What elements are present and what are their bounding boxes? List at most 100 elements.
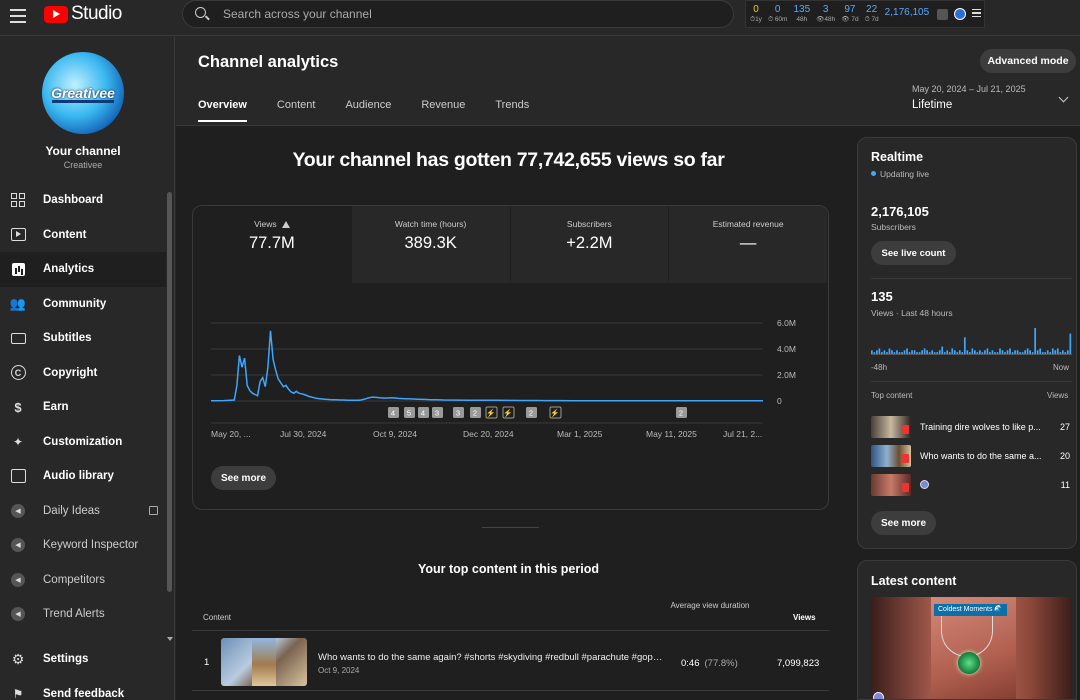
sidebar-item-competitors[interactable]: ◀ Competitors [0,563,166,598]
realtime-bar[interactable] [1009,348,1011,354]
menu-lines-icon[interactable] [972,8,982,20]
sidebar-item-content[interactable]: Content [0,218,166,253]
realtime-bar[interactable] [1059,352,1062,354]
realtime-bar[interactable] [886,352,888,354]
realtime-bar[interactable] [943,352,946,354]
video-publish-marker[interactable]: 4 [388,407,399,418]
realtime-bar[interactable] [921,350,923,354]
metric-tab-estimated-revenue[interactable]: Estimated revenue — [669,206,828,283]
realtime-bar[interactable] [981,352,984,354]
realtime-bar[interactable] [896,350,898,354]
realtime-bar[interactable] [898,352,901,354]
realtime-bar[interactable] [1036,350,1039,354]
video-publish-marker[interactable]: ⚡ [485,406,498,419]
metric-tab-views[interactable]: Views 77.7M [193,206,352,283]
sidebar-item-analytics[interactable]: Analytics [0,252,166,287]
realtime-bar[interactable] [1011,352,1014,354]
date-range-picker[interactable]: May 20, 2024 – Jul 21, 2025 Lifetime [912,84,1026,111]
realtime-bar[interactable] [1046,350,1049,354]
realtime-bar[interactable] [989,352,991,354]
realtime-bar[interactable] [953,350,956,354]
realtime-bar[interactable] [873,352,876,354]
realtime-bar[interactable] [936,352,939,354]
chart-icon[interactable] [937,8,949,20]
video-thumbnail[interactable] [871,445,911,467]
video-publish-marker[interactable]: 2 [676,407,687,418]
sidebar-item-earn[interactable]: $ Earn [0,390,166,425]
sidebar-item-send-feedback[interactable]: ⚑ Send feedback [0,677,166,700]
realtime-bar[interactable] [974,350,976,354]
studio-logo[interactable]: Studio [44,3,122,25]
realtime-bar[interactable] [996,352,999,354]
realtime-bar[interactable] [1016,350,1019,354]
video-publish-marker[interactable]: 2 [470,407,481,418]
video-publish-marker[interactable]: 4 [418,407,429,418]
tab-overview[interactable]: Overview [198,99,247,122]
sidebar-item-daily-ideas[interactable]: ◀ Daily Ideas [0,494,166,529]
sidebar-item-copyright[interactable]: C Copyright [0,356,166,391]
top-item-title[interactable]: Training dire wolves to like p... [920,422,1041,432]
video-publish-marker[interactable]: ⚡ [502,406,515,419]
video-title[interactable]: Who wants to do the same again? #shorts … [318,652,663,663]
latest-video-thumbnail[interactable]: Coldest Moments 🌊 [871,597,1072,699]
realtime-bar[interactable] [926,350,928,354]
see-more-button[interactable]: See more [211,466,276,490]
realtime-bar[interactable] [1044,352,1047,354]
realtime-bar[interactable] [999,348,1001,354]
top-item-title[interactable] [920,480,1044,490]
realtime-bar[interactable] [991,350,994,354]
realtime-bar[interactable] [1049,352,1052,354]
realtime-bar[interactable] [1024,350,1026,354]
realtime-bar[interactable] [941,346,944,354]
realtime-bar[interactable] [961,352,964,354]
list-item[interactable]: 11 [871,474,1072,496]
realtime-bar[interactable] [1069,333,1072,354]
realtime-bar[interactable] [911,350,913,354]
realtime-bar[interactable] [1004,352,1006,354]
channel-avatar[interactable]: Greativee [42,52,124,134]
realtime-bar[interactable] [1031,352,1034,354]
video-publish-marker[interactable]: 3 [432,407,443,418]
video-publish-marker[interactable]: 5 [404,407,415,418]
tab-revenue[interactable]: Revenue [421,99,466,111]
realtime-bar[interactable] [1056,348,1059,354]
extension-badge-icon[interactable] [954,8,967,20]
realtime-see-more-button[interactable]: See more [871,511,936,535]
sidebar-item-customization[interactable]: ✦ Customization [0,425,166,460]
sidebar-item-dashboard[interactable]: Dashboard [0,183,166,218]
realtime-bar[interactable] [931,350,934,354]
realtime-bar[interactable] [891,350,893,354]
menu-icon[interactable] [10,9,26,23]
search-input[interactable] [223,7,703,21]
realtime-bar[interactable] [1064,352,1067,354]
realtime-bar[interactable] [979,350,981,354]
realtime-bar[interactable] [883,350,886,354]
list-item[interactable]: Who wants to do the same a... 20 [871,445,1072,467]
sidebar-item-audio-library[interactable]: Audio library [0,459,166,494]
realtime-bar[interactable] [893,352,896,354]
realtime-bar[interactable] [878,348,881,354]
realtime-bar[interactable] [916,352,918,354]
realtime-bar[interactable] [876,350,878,354]
realtime-bar[interactable] [913,350,916,354]
advanced-mode-button[interactable]: Advanced mode [980,49,1076,73]
video-thumbnail[interactable] [871,416,911,438]
realtime-bar[interactable] [951,348,954,354]
sidebar-item-trend-alerts[interactable]: ◀ Trend Alerts [0,597,166,632]
realtime-bar[interactable] [918,352,921,354]
realtime-bar[interactable] [986,348,989,354]
video-publish-marker[interactable]: 2 [526,407,537,418]
realtime-bar[interactable] [1066,350,1069,354]
realtime-bar[interactable] [908,352,911,354]
realtime-bar[interactable] [881,352,883,354]
list-item[interactable]: Training dire wolves to like p... 27 [871,416,1072,438]
realtime-bar[interactable] [888,348,891,354]
realtime-bar[interactable] [938,350,941,354]
chevron-down-icon[interactable] [1058,92,1069,103]
realtime-bar[interactable] [1006,350,1009,354]
realtime-bar[interactable] [1021,352,1024,354]
table-row[interactable]: 1 Who wants to do the same again? #short… [192,633,829,691]
realtime-bar[interactable] [933,352,936,354]
metric-tab-watch-time-hours[interactable]: Watch time (hours) 389.3K [351,206,511,283]
realtime-bar[interactable] [1039,348,1042,354]
